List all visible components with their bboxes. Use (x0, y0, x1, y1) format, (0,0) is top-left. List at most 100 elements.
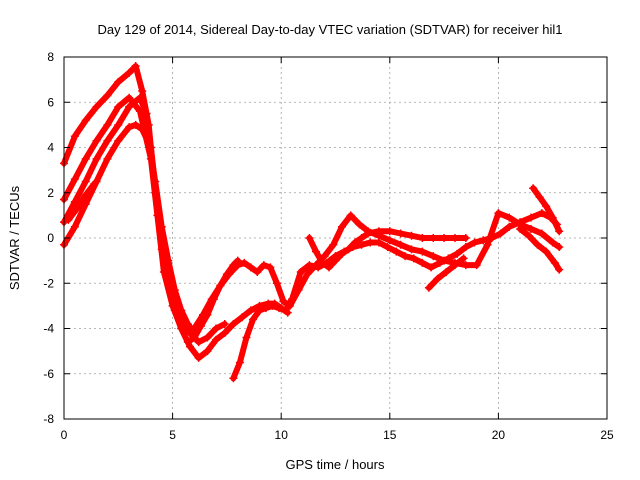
data-point (144, 138, 153, 147)
data-point (461, 261, 470, 270)
data-point (177, 324, 186, 333)
data-point (364, 229, 373, 238)
y-tick-label: 2 (47, 186, 54, 200)
data-point (70, 175, 79, 184)
data-point (203, 347, 212, 356)
data-point (261, 304, 270, 313)
data-point (305, 261, 314, 270)
data-point (138, 86, 147, 95)
data-point (281, 306, 290, 315)
data-point (183, 319, 192, 328)
data-point (433, 274, 442, 283)
data-point (524, 231, 533, 240)
data-point (279, 297, 288, 306)
data-point (151, 177, 160, 186)
data-point (318, 258, 327, 267)
data-point (461, 234, 470, 242)
data-point (311, 247, 320, 256)
data-point (81, 191, 90, 200)
data-point (542, 247, 551, 256)
data-point (246, 306, 255, 315)
data-point (190, 324, 199, 333)
data-point (268, 301, 277, 310)
data-point (537, 229, 546, 238)
data-point (424, 283, 433, 292)
data-point (248, 315, 257, 324)
data-point (136, 93, 145, 102)
x-tick-label: 15 (383, 428, 397, 442)
data-point (238, 313, 247, 322)
data-point (114, 136, 123, 145)
data-point (418, 258, 427, 267)
axis-ticks: 0 5 10 15 20 25 -8 -6 -4 -2 0 2 4 6 8 (43, 50, 614, 442)
data-point (229, 374, 238, 383)
y-tick-label: 4 (47, 141, 54, 155)
data-point (207, 295, 216, 304)
x-tick-label: 20 (492, 428, 506, 442)
y-tick-label: 0 (47, 231, 54, 245)
data-point (479, 236, 488, 245)
x-tick-label: 25 (600, 428, 614, 442)
data-point (529, 184, 538, 193)
data-point (81, 177, 90, 186)
data-point (385, 236, 394, 245)
data-point (427, 263, 436, 272)
data-point (288, 295, 297, 304)
data-point (92, 154, 101, 163)
data-point (338, 222, 347, 231)
data-point (355, 220, 364, 229)
data-point (70, 132, 79, 141)
data-point (461, 243, 470, 252)
data-point (338, 249, 347, 258)
data-point (392, 247, 401, 256)
data-point (170, 286, 179, 295)
data-point (125, 123, 134, 132)
data-point (90, 179, 99, 188)
x-tick-label: 5 (169, 428, 176, 442)
data-point (164, 256, 173, 265)
data-point (346, 211, 355, 220)
data-point (407, 231, 416, 240)
data-point (331, 256, 340, 265)
data-point (396, 240, 405, 249)
data-point (548, 238, 557, 247)
data-point (114, 77, 123, 86)
data-point (516, 224, 525, 233)
data-point (470, 238, 479, 247)
data-point (185, 342, 194, 351)
data-point (103, 136, 112, 145)
data-point (450, 261, 459, 270)
y-tick-label: -6 (43, 367, 54, 381)
data-point (324, 263, 333, 272)
data-point (442, 267, 451, 276)
y-tick-label: -2 (43, 276, 54, 290)
data-point (435, 258, 444, 267)
data-point (259, 261, 268, 270)
data-point (385, 227, 394, 236)
y-tick-label: -8 (43, 412, 54, 426)
x-tick-label: 0 (61, 428, 68, 442)
data-point (453, 249, 462, 258)
data-point (199, 310, 208, 319)
data-point (344, 245, 353, 254)
data-point (429, 234, 438, 242)
data-point (142, 109, 151, 118)
data-point (374, 238, 383, 247)
data-point (125, 68, 134, 77)
data-point (73, 204, 82, 213)
x-axis-label: GPS time / hours (286, 457, 385, 472)
data-point (114, 102, 123, 111)
chart-title: Day 129 of 2014, Sidereal Day-to-day VTE… (97, 22, 562, 37)
data-point (212, 324, 221, 333)
data-point (131, 62, 140, 71)
data-point (494, 209, 503, 218)
data-point (103, 154, 112, 163)
data-point (138, 125, 147, 134)
data-point (366, 238, 375, 247)
data-point (266, 263, 275, 272)
data-point (409, 254, 418, 263)
data-point (212, 335, 221, 344)
data-point (396, 229, 405, 238)
data-point (235, 358, 244, 367)
